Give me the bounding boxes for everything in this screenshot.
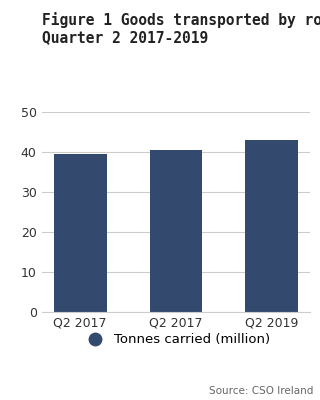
Bar bbox=[54, 154, 107, 312]
Text: Figure 1 Goods transported by road,
Quarter 2 2017-2019: Figure 1 Goods transported by road, Quar… bbox=[42, 12, 320, 45]
Bar bbox=[245, 140, 298, 312]
Text: Source: CSO Ireland: Source: CSO Ireland bbox=[209, 386, 314, 396]
Bar bbox=[150, 150, 202, 312]
Legend: Tonnes carried (million): Tonnes carried (million) bbox=[76, 328, 276, 352]
